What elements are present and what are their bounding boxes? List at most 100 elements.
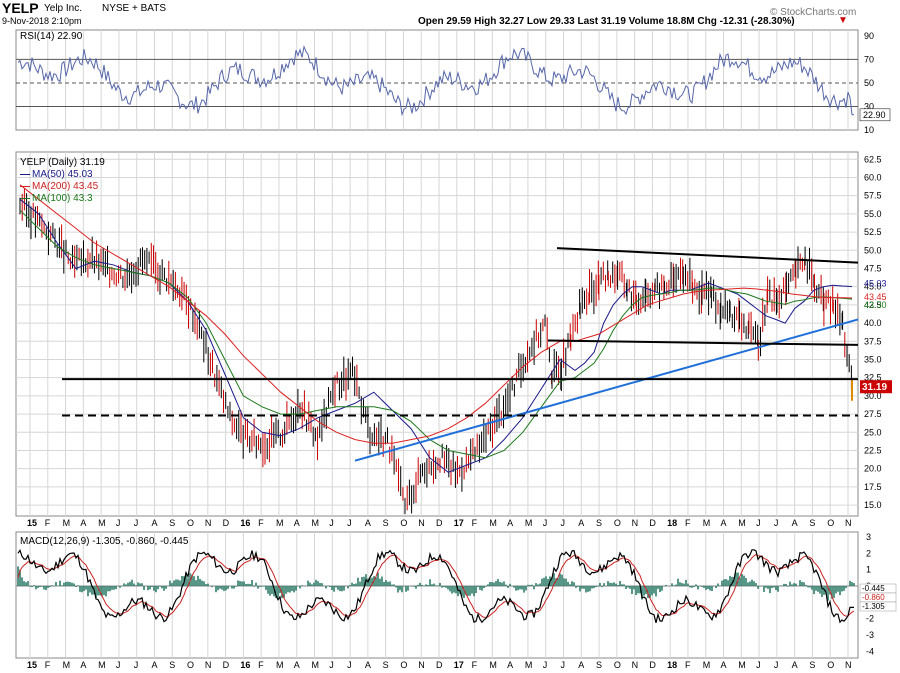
panel-frame-macd [15, 531, 859, 659]
x-tick-label: N [632, 518, 639, 528]
x-tick-label: J [560, 518, 565, 528]
quote-summary: Open 29.59 High 32.27 Low 29.33 Last 31.… [418, 16, 795, 27]
ma-value-label: 43.30 [864, 300, 887, 310]
macd-value-box [859, 601, 897, 612]
price-tick-label: 55.0 [864, 209, 882, 219]
x-tick-label: M [63, 660, 71, 670]
macd-value-label: -0.860 [862, 593, 885, 602]
trendline [556, 247, 859, 264]
x-tick-label: S [809, 518, 815, 528]
x-tick-label: F [472, 518, 478, 528]
x-tick-label: 16 [240, 518, 250, 528]
x-tick-label: O [827, 518, 834, 528]
x-tick-label: M [525, 518, 533, 528]
macd-tick-label: 2 [866, 548, 871, 558]
x-tick-label: A [507, 518, 513, 528]
x-tick-label: A [578, 660, 584, 670]
x-tick-label: M [276, 660, 284, 670]
x-tick-label: S [596, 660, 602, 670]
price-tick-label: 30.0 [864, 391, 882, 401]
x-tick-label: A [80, 660, 86, 670]
x-tick-label: J [116, 660, 121, 670]
price-tick-label: 52.5 [864, 227, 882, 237]
x-tick-label: S [169, 660, 175, 670]
price-tick-label: 17.5 [864, 482, 882, 492]
rsi-label: RSI(14) 22.90 [20, 31, 83, 42]
chart-date: 9-Nov-2018 2:10pm [2, 16, 82, 26]
price-tick-label: 50.0 [864, 245, 882, 255]
x-tick-label: N [205, 518, 212, 528]
x-tick-label: M [703, 518, 711, 528]
price-tick-label: 35.0 [864, 354, 882, 364]
x-tick-label: 16 [240, 660, 250, 670]
x-tick-label: F [45, 660, 51, 670]
macd-line [17, 548, 854, 624]
x-tick-label: M [738, 518, 746, 528]
x-tick-label: D [436, 660, 443, 670]
x-tick-label: F [472, 660, 478, 670]
ma-value-label: 45.03 [864, 278, 887, 288]
x-tick-label: D [223, 660, 230, 670]
ma100-legend: MA(100) 43.3 [20, 193, 93, 204]
x-tick-label: F [45, 518, 51, 528]
x-tick-label: F [685, 518, 691, 528]
x-tick-label: M [703, 660, 711, 670]
x-tick-label: M [63, 518, 71, 528]
macd-tick-label: -2 [866, 614, 874, 624]
x-tick-label: A [721, 660, 727, 670]
ticker-symbol: YELP [2, 0, 39, 16]
x-tick-label: A [507, 660, 513, 670]
x-tick-label: S [809, 660, 815, 670]
x-tick-label: J [347, 518, 352, 528]
x-tick-label: A [792, 660, 798, 670]
x-tick-label: M [489, 660, 497, 670]
price-tick-label: 42.5 [864, 300, 882, 310]
x-tick-label: A [365, 660, 371, 670]
x-tick-label: N [845, 518, 852, 528]
x-tick-label: J [347, 660, 352, 670]
rsi-value-label: 22.90 [863, 110, 886, 120]
x-tick-label: S [169, 518, 175, 528]
rsi-tick-label: 50 [864, 78, 874, 88]
trendline [547, 339, 859, 346]
x-tick-label: O [400, 660, 407, 670]
x-tick-label: M [98, 660, 106, 670]
x-tick-label: S [596, 518, 602, 528]
price-tick-label: 45.0 [864, 282, 882, 292]
x-tick-label: M [738, 660, 746, 670]
ma200-line [19, 184, 853, 444]
x-tick-label: N [632, 660, 639, 670]
price-tick-label: 47.5 [864, 263, 882, 273]
x-tick-label: 17 [454, 518, 464, 528]
rsi-tick-label: 90 [864, 31, 874, 41]
macd-tick-label: 1 [866, 565, 871, 575]
x-tick-label: A [294, 518, 300, 528]
ma-value-label: 43.45 [864, 292, 887, 302]
price-tick-label: 40.0 [864, 318, 882, 328]
x-tick-label: J [134, 518, 139, 528]
x-tick-label: O [400, 518, 407, 528]
x-tick-label: J [756, 518, 761, 528]
rsi-value-box [859, 108, 891, 122]
x-tick-label: 15 [27, 518, 37, 528]
x-tick-label: F [258, 660, 264, 670]
x-tick-label: F [258, 518, 264, 528]
x-tick-label: A [294, 660, 300, 670]
rsi-line [17, 44, 854, 117]
x-tick-label: N [205, 660, 212, 670]
panel-frame-price [15, 151, 859, 517]
x-tick-label: A [151, 660, 157, 670]
x-tick-label: O [827, 660, 834, 670]
last-price-box [860, 380, 892, 394]
x-tick-label: J [116, 518, 121, 528]
x-tick-label: D [436, 518, 443, 528]
price-panel-label: YELP (Daily) 31.19 [20, 157, 105, 168]
x-tick-label: F [685, 660, 691, 670]
macd-tick-label: -4 [866, 646, 874, 656]
last-price-label: 31.19 [862, 382, 887, 393]
price-tick-label: 15.0 [864, 500, 882, 510]
ma50-legend: MA(50) 45.03 [20, 169, 93, 180]
price-tick-label: 32.5 [864, 373, 882, 383]
x-tick-label: M [312, 660, 320, 670]
rsi-tick-label: 30 [864, 101, 874, 111]
